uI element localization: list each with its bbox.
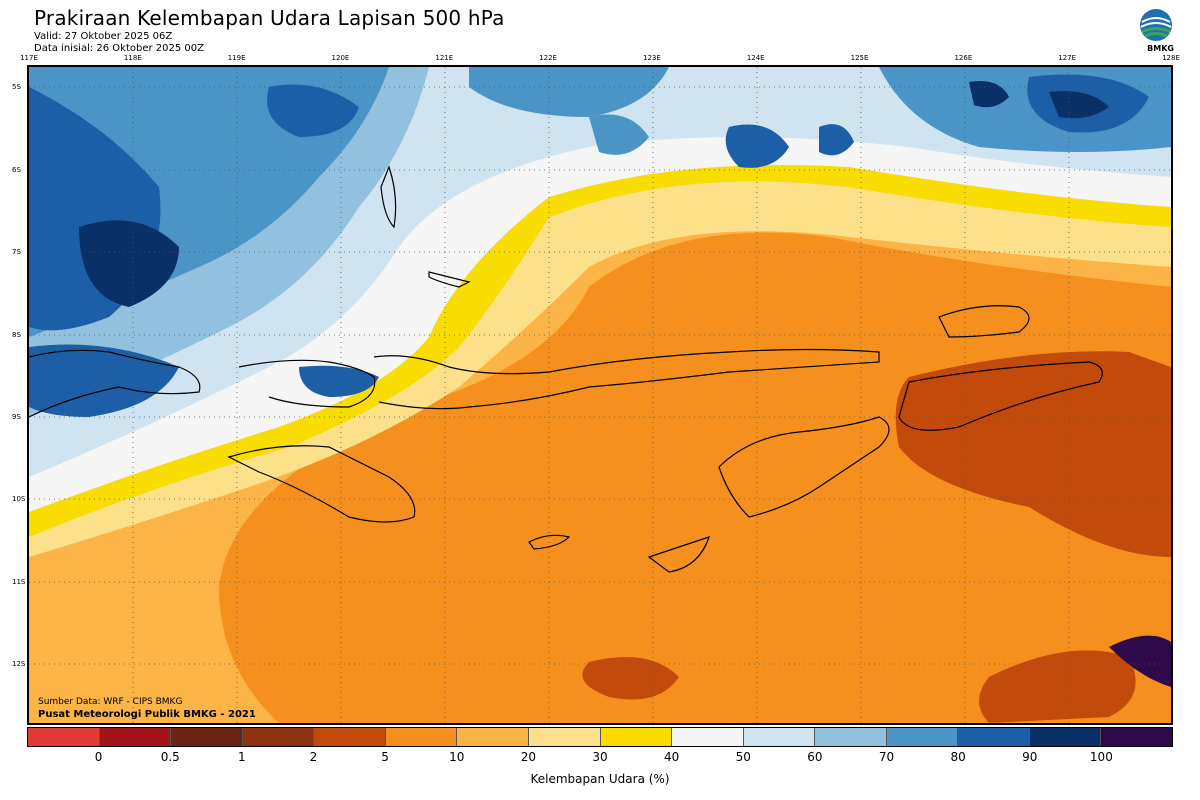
logo-text: BMKG [1147, 44, 1174, 53]
colorbar-segment [28, 728, 100, 746]
colorbar-segment [242, 728, 315, 746]
lon-label: 126E [954, 54, 973, 62]
colorbar-tick: 1 [238, 750, 246, 764]
source-line2: Pusat Meteorologi Publik BMKG - 2021 [38, 709, 256, 720]
field-30-40 [29, 181, 1171, 557]
colorbar-segment [171, 728, 243, 746]
graticule [29, 67, 1171, 723]
field-90-100-n3 [725, 124, 789, 168]
colorbar-segment [886, 728, 959, 746]
lon-label: 120E [331, 54, 350, 62]
field-90-100-sumbawa [299, 365, 379, 397]
lon-label: 117E [20, 54, 38, 62]
colorbar-tick: 70 [878, 750, 895, 764]
colorbar-tick: 30 [592, 750, 608, 764]
colorbar-segment [1101, 728, 1172, 746]
lon-label: 123E [643, 54, 661, 62]
colorbar-tick: 90 [1022, 750, 1038, 764]
lat-label: 9S [12, 413, 21, 421]
field-40-50 [29, 165, 1171, 537]
lat-label: 7S [12, 248, 21, 256]
field-90-100-n4 [819, 124, 854, 156]
colorbar-tick: 2 [309, 750, 318, 764]
coastlines [29, 165, 1103, 573]
colorbar-tick: 5 [381, 750, 389, 764]
field-deep-west [79, 220, 179, 307]
colorbar-label: Kelembapan Udara (%) [530, 772, 670, 786]
colorbar-segment [99, 728, 172, 746]
field-80-90-n2 [589, 114, 649, 155]
colorbar-tick: 20 [520, 750, 537, 764]
colorbar-tick: 0 [94, 750, 103, 764]
field-90-100-sulsel [29, 344, 179, 417]
lat-label: 5S [12, 83, 21, 91]
colorbar-segment [815, 728, 887, 746]
source-line1: Sumber Data: WRF - CIPS BMKG [38, 697, 183, 707]
field-5-10-south1 [582, 657, 679, 700]
colorbar-segment [1029, 728, 1102, 746]
colorbar-segment [600, 728, 673, 746]
colorbar [27, 727, 1173, 747]
field-deep-ne2 [969, 81, 1009, 108]
humidity-field [29, 67, 1171, 723]
colorbar-tick: 50 [735, 750, 751, 764]
lat-label: 11S [12, 578, 26, 586]
map-title: Prakiraan Kelembapan Udara Lapisan 500 h… [34, 6, 505, 30]
lat-label: 10S [12, 495, 26, 503]
colorbar-tick: 10 [449, 750, 465, 764]
colorbar-tick: 40 [663, 750, 680, 764]
lat-label: 12S [12, 660, 26, 668]
field-5-10-east [895, 351, 1171, 557]
colorbar-tick: 80 [950, 750, 966, 764]
field-deep-ne [1049, 91, 1109, 119]
lon-label: 124E [746, 54, 765, 62]
lon-label: 127E [1058, 54, 1077, 62]
field-90-100-north [267, 84, 359, 137]
lon-label: 128E [1162, 54, 1180, 62]
colorbar-segment [314, 728, 386, 746]
field-5-10-south2 [979, 650, 1136, 723]
colorbar-segment [385, 728, 458, 746]
colorbar-tick: 0.5 [160, 750, 180, 764]
lon-label: 118E [123, 54, 142, 62]
lat-label: 8S [12, 331, 21, 339]
colorbar-segment [958, 728, 1030, 746]
lon-label: 119E [227, 54, 246, 62]
field-80-90-north [469, 67, 669, 117]
colorbar-segment [743, 728, 816, 746]
colorbar-tick: 60 [807, 750, 823, 764]
bmkg-logo-icon [1140, 9, 1172, 41]
humidity-map[interactable] [27, 65, 1173, 725]
colorbar-segment [457, 728, 529, 746]
lon-label: 122E [539, 54, 557, 62]
colorbar-segment [528, 728, 601, 746]
colorbar-segment [672, 728, 744, 746]
colorbar-tick: 100 [1089, 750, 1113, 764]
lon-label: 121E [435, 54, 454, 62]
field-10-20 [219, 232, 1171, 723]
valid-time: Valid: 27 Oktober 2025 06Z [34, 31, 173, 42]
initial-time: Data inisial: 26 Oktober 2025 00Z [34, 43, 204, 54]
field-100-corner [1109, 635, 1171, 687]
lon-label: 125E [850, 54, 869, 62]
lat-label: 6S [12, 166, 21, 174]
